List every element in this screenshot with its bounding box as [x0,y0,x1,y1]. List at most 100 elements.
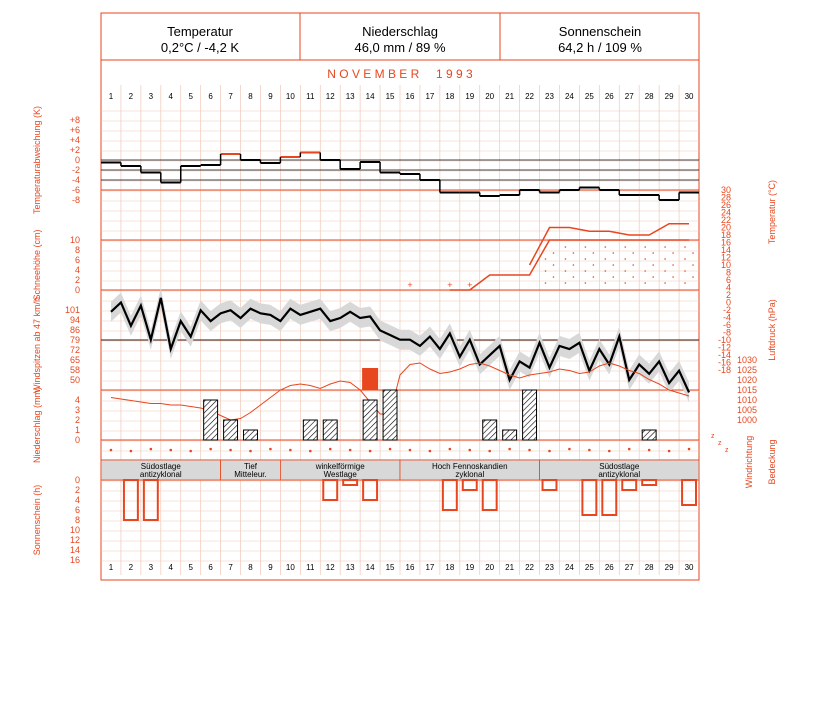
weather-type-line1: Hoch Fennoskandien [432,462,508,471]
weather-type-line2: antizyklonal [598,470,640,479]
temperature-tick: 8 [726,268,731,278]
sunshine-bar [142,479,159,521]
cloud-dot [468,448,472,452]
temp-dev-tick: +2 [70,145,80,155]
snowfall-highlight [362,368,379,390]
day-label-bottom: 30 [685,563,694,572]
day-label-bottom: 11 [306,563,315,572]
temp-dev-tick: +6 [70,125,80,135]
temperature-tick: -14 [718,350,731,360]
day-label-bottom: 5 [188,563,193,572]
temperature-summary: 0,2°C / -4,2 K [161,40,240,55]
cloud-dot [408,448,412,452]
precip-tick: 0 [75,435,80,445]
snow-tick: 6 [75,255,80,265]
precip-tick: 1 [75,425,80,435]
day-label-top: 16 [406,92,415,101]
chart-panels: 1122334455667788991010111112121313141415… [65,92,757,572]
snow-dot [552,252,555,254]
snow-dot [564,258,567,260]
temperature-title: Temperatur [167,24,233,39]
day-label-top: 18 [445,92,454,101]
snow-dot [584,270,587,272]
sunshine-tick: 4 [75,495,80,505]
snow-trace-mark: + [407,280,412,290]
sunshine-tick: 0 [75,475,80,485]
sunshine-bar [581,479,598,516]
snow-dot [684,258,686,260]
temperature-tick: 2 [726,290,731,300]
day-label-bottom: 2 [129,563,134,572]
day-label-bottom: 3 [149,563,154,572]
day-label-top: 22 [525,92,534,101]
cloud-dot [328,447,332,451]
snow-dot [604,270,607,272]
temperature-tick: 24 [721,208,731,218]
day-label-bottom: 4 [169,563,174,572]
temperature-tick: 22 [721,215,731,225]
wind-tick: 94 [70,315,80,325]
day-label-top: 5 [188,92,193,101]
cloud-label: Bedeckung [767,439,777,484]
snow-dot [644,258,646,260]
weather-type-line2: Westlage [324,470,358,479]
snow-dot [544,246,547,248]
pressure-axis-label: Luftdruck (hPa) [767,299,777,361]
snow-dot [664,270,666,272]
day-label-bottom: 29 [665,563,674,572]
cloud-dot [608,449,611,453]
sunshine-tick: 2 [75,485,80,495]
cloud-dot [289,448,292,452]
temperature-tick: -6 [723,320,731,330]
snow-dot [632,276,635,278]
temperature-tick: 26 [721,200,731,210]
cloud-dot [667,449,671,453]
sunshine-bar [461,479,478,491]
snow-dot [652,252,654,254]
wind-tick: 86 [70,325,80,335]
weather-type-line2: antizyklonal [140,470,182,479]
sun-axis-label: Sonnenschein (h) [32,485,42,556]
snow-dot [572,264,575,266]
pressure-tick: 1015 [737,385,757,395]
snow-dot [624,246,627,248]
cloud-dot [448,447,452,451]
day-label-top: 8 [248,92,253,101]
day-label-bottom: 27 [625,563,634,572]
sunshine-bar [681,479,697,506]
temperature-tick: 28 [721,193,731,203]
snow-dot [644,246,646,248]
snow-dot [584,282,587,284]
day-label-top: 26 [605,92,614,101]
day-label-top: 23 [545,92,554,101]
sunshine-bar [601,479,618,516]
temperature-tick: 14 [721,245,731,255]
day-label-bottom: 1 [109,563,114,572]
temp-dev-axis-label: Temperaturabweichung (K) [32,106,42,214]
day-label-top: 7 [228,92,233,101]
day-label-bottom: 26 [605,563,614,572]
sunshine-tick: 12 [70,535,80,545]
day-label-bottom: 8 [248,563,253,572]
snow-dot [624,258,627,260]
temperature-tick: -16 [718,358,731,368]
precip-bar [482,419,498,441]
cloud-dot [368,449,372,453]
sunshine-bar [541,479,558,491]
snow-dot [564,270,567,272]
snow-tick: 2 [75,275,80,285]
weather-type-box [539,459,700,481]
sunshine-tick: 6 [75,505,80,515]
wind-dir-tick: z [725,447,729,454]
grid-lines [100,59,700,581]
wind-gust-line [110,297,691,393]
cloud-dot [548,449,551,453]
day-label-bottom: 20 [485,563,494,572]
precip-bar [522,389,538,441]
cloud-dot [627,447,631,451]
cloud-dot [508,447,511,451]
snow-dot [584,258,587,260]
precip-bar [243,429,258,441]
precip-axis-label: Niederschlag (mm) [32,387,42,463]
